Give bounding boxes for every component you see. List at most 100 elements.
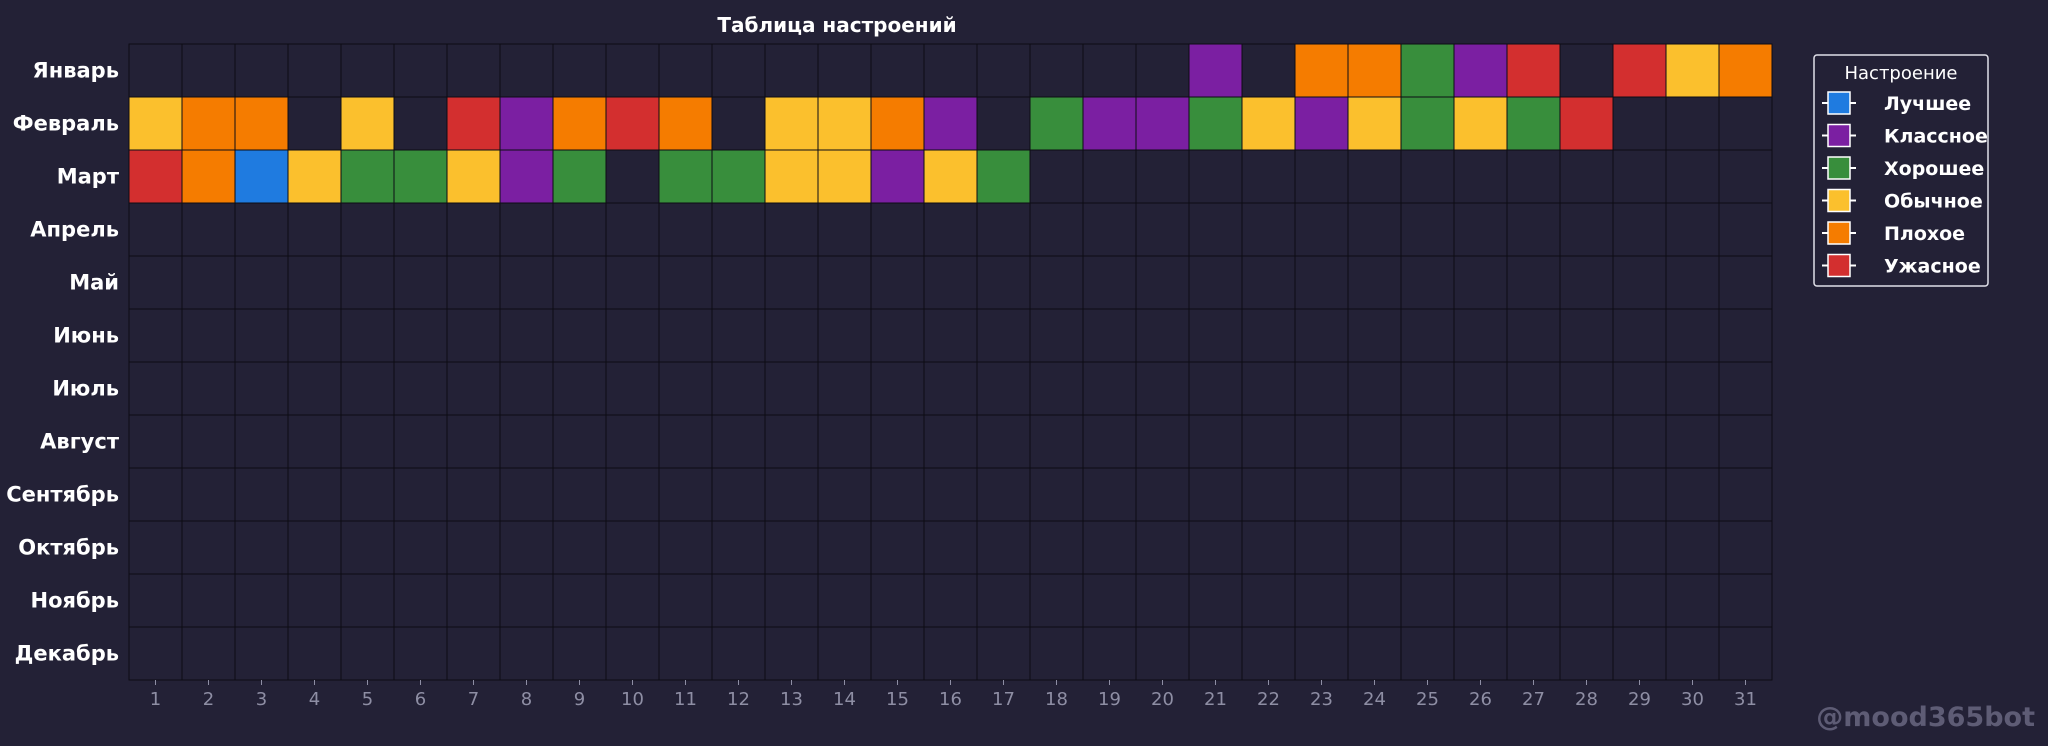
watermark: @mood365bot xyxy=(1816,702,2035,733)
mood-cell-Август-5-empty xyxy=(340,414,395,469)
mood-cell-Январь-2-empty xyxy=(181,43,236,98)
mood-cell-Август-24-empty xyxy=(1347,414,1402,469)
mood-cell-Июль-4-empty xyxy=(287,361,342,416)
mood-cell-Июль-18-empty xyxy=(1029,361,1084,416)
mood-cell-Апрель-10-empty xyxy=(605,202,660,257)
mood-cell-Август-17-empty xyxy=(976,414,1031,469)
mood-cell-Декабрь-20-empty xyxy=(1135,626,1190,681)
mood-cell-Февраль-16-great xyxy=(923,96,978,151)
mood-cell-Август-10-empty xyxy=(605,414,660,469)
month-label: Январь xyxy=(33,59,119,83)
mood-cell-Ноябрь-28-empty xyxy=(1559,573,1614,628)
mood-cell-Апрель-9-empty xyxy=(552,202,607,257)
day-label: 6 xyxy=(415,689,426,710)
mood-cell-Июнь-12-empty xyxy=(711,308,766,363)
mood-cell-Октябрь-17-empty xyxy=(976,520,1031,575)
mood-cell-Июнь-8-empty xyxy=(499,308,554,363)
legend-label-awful: Ужасное xyxy=(1884,256,1981,278)
mood-cell-Декабрь-26-empty xyxy=(1453,626,1508,681)
mood-cell-Ноябрь-20-empty xyxy=(1135,573,1190,628)
legend-label-bad: Плохое xyxy=(1884,223,1965,245)
mood-cell-Май-17-empty xyxy=(976,255,1031,310)
mood-cell-Ноябрь-12-empty xyxy=(711,573,766,628)
mood-cell-Октябрь-11-empty xyxy=(658,520,713,575)
mood-cell-Сентябрь-29-empty xyxy=(1612,467,1667,522)
mood-cell-Декабрь-15-empty xyxy=(870,626,925,681)
mood-cell-Декабрь-5-empty xyxy=(340,626,395,681)
mood-cell-Ноябрь-19-empty xyxy=(1082,573,1137,628)
mood-cell-Октябрь-18-empty xyxy=(1029,520,1084,575)
month-label: Октябрь xyxy=(18,536,119,560)
legend-items: Лучшее Классное Хорошее Обычное Плохое Ужасно… xyxy=(1822,91,1988,278)
mood-cell-Февраль-2-bad xyxy=(181,96,236,151)
mood-cell-Январь-22-empty xyxy=(1241,43,1296,98)
day-label: 28 xyxy=(1575,689,1598,710)
mood-cell-Май-24-empty xyxy=(1347,255,1402,310)
mood-cell-Ноябрь-13-empty xyxy=(764,573,819,628)
day-axis: 1 2 3 4 5 6 7 8 9 10 11 12 13 14 15 16 17 18 19 20 21 22 23 24 2… xyxy=(150,680,1757,710)
mood-cell-Июль-10-empty xyxy=(605,361,660,416)
mood-cell-Январь-8-empty xyxy=(499,43,554,98)
day-label: 15 xyxy=(886,689,909,710)
mood-cell-Май-30-empty xyxy=(1665,255,1720,310)
mood-cell-Август-25-empty xyxy=(1400,414,1455,469)
mood-cell-Декабрь-19-empty xyxy=(1082,626,1137,681)
mood-cell-Октябрь-22-empty xyxy=(1241,520,1296,575)
month-label: Ноябрь xyxy=(31,589,119,613)
mood-cell-Сентябрь-9-empty xyxy=(552,467,607,522)
mood-cell-Август-29-empty xyxy=(1612,414,1667,469)
mood-cell-Апрель-12-empty xyxy=(711,202,766,257)
mood-cell-Январь-3-empty xyxy=(234,43,289,98)
mood-cell-Август-20-empty xyxy=(1135,414,1190,469)
day-label: 20 xyxy=(1151,689,1174,710)
day-label: 17 xyxy=(992,689,1015,710)
mood-cell-Май-25-empty xyxy=(1400,255,1455,310)
mood-cell-Октябрь-5-empty xyxy=(340,520,395,575)
mood-cell-Октябрь-15-empty xyxy=(870,520,925,575)
mood-cell-Июнь-17-empty xyxy=(976,308,1031,363)
mood-cell-Январь-20-empty xyxy=(1135,43,1190,98)
mood-cell-Октябрь-16-empty xyxy=(923,520,978,575)
mood-cell-Февраль-28-awful xyxy=(1559,96,1614,151)
mood-cell-Март-5-good xyxy=(340,149,395,204)
mood-cell-Январь-14-empty xyxy=(817,43,872,98)
mood-cell-Ноябрь-4-empty xyxy=(287,573,342,628)
day-label: 24 xyxy=(1363,689,1386,710)
mood-cell-Март-4-normal xyxy=(287,149,342,204)
mood-cell-Июль-8-empty xyxy=(499,361,554,416)
mood-cell-Январь-21-great xyxy=(1188,43,1243,98)
mood-cell-Сентябрь-21-empty xyxy=(1188,467,1243,522)
mood-cell-Сентябрь-13-empty xyxy=(764,467,819,522)
mood-cell-Июнь-1-empty xyxy=(128,308,183,363)
mood-cell-Октябрь-3-empty xyxy=(234,520,289,575)
mood-cell-Ноябрь-1-empty xyxy=(128,573,183,628)
mood-cell-Май-22-empty xyxy=(1241,255,1296,310)
mood-cell-Июнь-11-empty xyxy=(658,308,713,363)
mood-cell-Август-27-empty xyxy=(1506,414,1561,469)
mood-cell-Февраль-3-bad xyxy=(234,96,289,151)
mood-cell-Ноябрь-10-empty xyxy=(605,573,660,628)
mood-cell-Август-18-empty xyxy=(1029,414,1084,469)
mood-cell-Декабрь-27-empty xyxy=(1506,626,1561,681)
mood-cell-Январь-29-awful xyxy=(1612,43,1667,98)
day-label: 4 xyxy=(309,689,320,710)
mood-cell-Октябрь-2-empty xyxy=(181,520,236,575)
mood-cell-Май-13-empty xyxy=(764,255,819,310)
mood-cell-Февраль-21-good xyxy=(1188,96,1243,151)
mood-cell-Март-25-empty xyxy=(1400,149,1455,204)
mood-cell-Октябрь-19-empty xyxy=(1082,520,1137,575)
mood-cell-Февраль-15-bad xyxy=(870,96,925,151)
mood-cell-Август-7-empty xyxy=(446,414,501,469)
mood-cell-Сентябрь-12-empty xyxy=(711,467,766,522)
mood-cell-Август-13-empty xyxy=(764,414,819,469)
month-label: Август xyxy=(40,430,120,454)
mood-cell-Июнь-28-empty xyxy=(1559,308,1614,363)
mood-cell-Сентябрь-20-empty xyxy=(1135,467,1190,522)
mood-cell-Июнь-27-empty xyxy=(1506,308,1561,363)
mood-cell-Февраль-8-great xyxy=(499,96,554,151)
mood-cell-Июнь-19-empty xyxy=(1082,308,1137,363)
mood-cell-Ноябрь-3-empty xyxy=(234,573,289,628)
mood-cell-Июнь-14-empty xyxy=(817,308,872,363)
mood-cell-Август-4-empty xyxy=(287,414,342,469)
mood-cell-Январь-13-empty xyxy=(764,43,819,98)
